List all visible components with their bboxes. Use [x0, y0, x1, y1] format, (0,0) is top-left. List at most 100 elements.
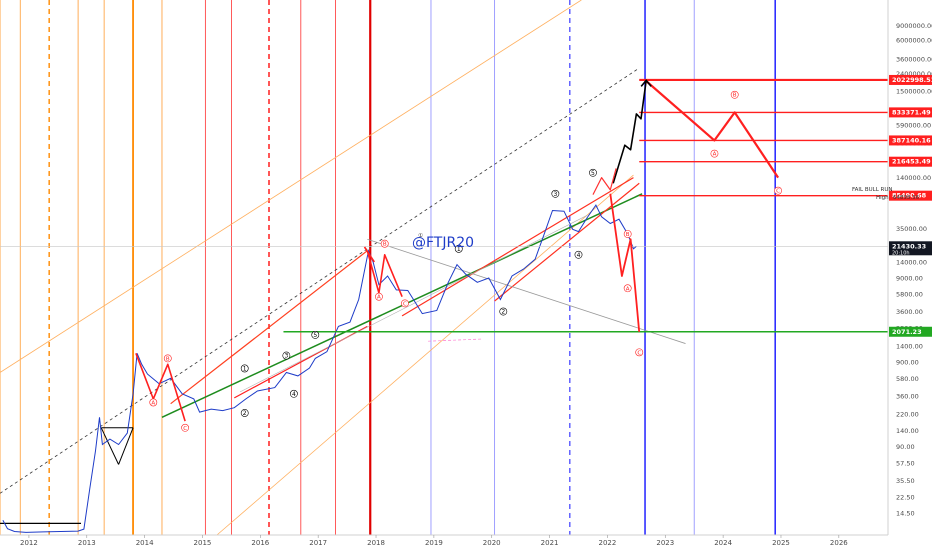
- wave-label-ring-16: [623, 284, 632, 293]
- wave-label-8: A: [377, 295, 381, 301]
- price-tick-16: 3600.00: [896, 308, 923, 316]
- wave-label-ring-4: [311, 331, 320, 339]
- wave-label-ring-1: [240, 409, 249, 417]
- time-tick-1: 2013: [78, 539, 96, 547]
- time-tick-8: 2020: [483, 539, 501, 547]
- wave-label-ring-8: [375, 292, 383, 301]
- price-tag-2-bg: [889, 135, 932, 146]
- triangle-left: [100, 427, 120, 465]
- price-tick-2: 3600000.00: [896, 55, 932, 63]
- wave-label-2: 3: [284, 353, 288, 360]
- wave-label-3: 4: [292, 391, 296, 398]
- price-tick-4: 1500000.00: [896, 87, 932, 95]
- price-tags: 2022998.51 833371.49 387140.16 216453.49 854…: [889, 74, 932, 337]
- price-tag-5-label: 2071.23: [892, 328, 922, 336]
- wave-label-12: 2: [501, 309, 505, 316]
- price-tag-3-label: 216453.49: [892, 158, 931, 166]
- time-tick-14: 2026: [830, 539, 848, 547]
- price-tick-24: 90.00: [896, 443, 915, 451]
- price-tag-3-bg: [889, 156, 932, 167]
- upper-channel-line: [0, 0, 582, 373]
- horizontal-levels: [0, 78, 888, 333]
- wave-label-11: 1: [457, 246, 461, 253]
- price-tick-6: 590000.00: [896, 122, 931, 130]
- wave-label-ring-11: [454, 244, 463, 253]
- wave-label-13: 3: [553, 191, 557, 198]
- wave-label-9: B: [383, 242, 387, 248]
- projection-black-impulse: [612, 80, 647, 184]
- wave-label-1: 2: [243, 410, 247, 417]
- watermark-text: @FTJR20: [412, 235, 474, 251]
- price-tick-14: 9000.00: [896, 275, 923, 283]
- projection-abc-top: [644, 79, 780, 179]
- wave-label-16: A: [626, 286, 630, 292]
- price-axis[interactable]: 9000000.00 6000000.00 3600000.00 2400000.00…: [896, 22, 932, 518]
- price-tick-27: 22.50: [896, 494, 915, 502]
- wave-label-ring-12: [499, 307, 508, 316]
- high-value: 64898.56: [893, 195, 920, 201]
- price-tag-0-label: 2022998.51: [892, 76, 932, 84]
- price-tick-11: 35000.00: [896, 225, 927, 233]
- wave-label-ring-18: [635, 348, 644, 357]
- descending-gray-trendline: [367, 238, 686, 344]
- time-axis[interactable]: 2012 2013 2014 2015 2016 2017 2018 2019 2020 2021…: [20, 535, 848, 547]
- trend-channels: [0, 0, 686, 536]
- wave-label-20: B: [733, 93, 737, 99]
- small-triangle-2022: [592, 168, 617, 195]
- time-tick-10: 2022: [599, 539, 617, 547]
- time-tick-3: 2015: [194, 539, 212, 547]
- price-tick-3: 2400000.00: [896, 70, 932, 78]
- wave-label-5: A: [151, 400, 155, 406]
- price-tick-26: 35.50: [896, 477, 915, 485]
- pink-dashed-line: [428, 338, 484, 342]
- wave-label-ring-2: [282, 351, 291, 360]
- time-tick-12: 2024: [714, 539, 732, 547]
- current-price-tag-bg: [889, 241, 932, 256]
- abc-2018-cap: [363, 246, 375, 263]
- wave-label-ring-7: [181, 423, 190, 432]
- time-tick-2: 2014: [136, 539, 154, 547]
- time-tick-6: 2018: [367, 539, 385, 547]
- price-line: [2, 204, 637, 533]
- red-channel-top-2020: [401, 177, 634, 317]
- price-tag-0-bg: [889, 74, 932, 85]
- lower-channel-line: [216, 174, 634, 536]
- price-tick-23: 140.00: [896, 427, 919, 435]
- wave-projections: [135, 79, 780, 422]
- vertical-cycle-lines: [0, 0, 776, 535]
- wave-label-ring-15: [589, 168, 597, 177]
- price-tick-19: 900.00: [896, 359, 919, 367]
- wave-label-ring-6: [163, 354, 172, 363]
- wave-label-17: B: [626, 232, 630, 238]
- price-tag-5-bg: [889, 326, 932, 337]
- triangle-right: [118, 427, 134, 465]
- wave-label-ring-17: [623, 230, 632, 238]
- price-tick-22: 220.00: [896, 410, 919, 418]
- wave-labels: 1 2 3 4 5 A B C A B C 1 2 3 4 5 A B C A B C: [149, 90, 782, 432]
- wave-label-ring-13: [551, 189, 560, 198]
- wave-label-ring-14: [574, 250, 583, 259]
- price-tick-13: 14000.00: [896, 258, 927, 266]
- wave-label-7: C: [183, 426, 187, 432]
- wave-label-19: A: [713, 152, 717, 158]
- time-tick-11: 2023: [656, 539, 674, 547]
- wave-label-ring-21: [774, 186, 782, 195]
- abc-2018: [366, 250, 403, 298]
- price-tag-4-bg: [889, 190, 932, 201]
- bull-run-note: FAIL BULL RUN High 64898.56: [852, 187, 920, 201]
- long-term-dotted-trendline: [0, 67, 640, 494]
- price-tick-18: 1400.00: [896, 343, 923, 351]
- wave-label-18: C: [637, 350, 641, 356]
- wave-1-mark-2019: ①: [418, 233, 423, 239]
- wave-label-10: C: [403, 301, 407, 307]
- bull-run-note-text: FAIL BULL RUN: [852, 187, 893, 193]
- current-price-tag-label: 21430.33: [892, 242, 926, 250]
- wave-label-4: 5: [313, 332, 317, 339]
- arrow-head: [640, 79, 652, 87]
- wave-label-21: C: [776, 189, 780, 195]
- price-tick-25: 57.50: [896, 459, 915, 467]
- wave-label-ring-5: [149, 398, 158, 407]
- price-tick-15: 5800.00: [896, 291, 923, 299]
- price-tag-1-label: 833371.49: [892, 108, 931, 116]
